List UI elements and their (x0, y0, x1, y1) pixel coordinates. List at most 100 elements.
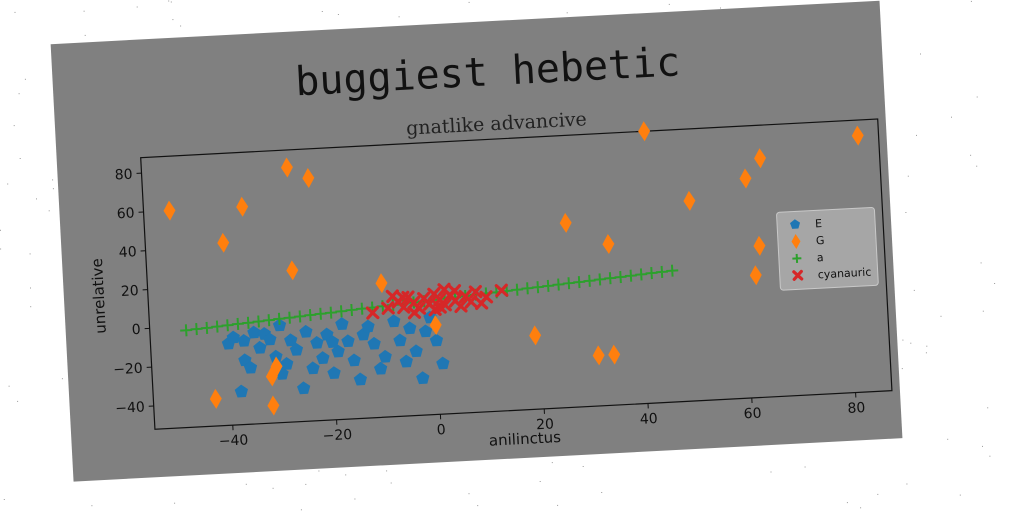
data-point-e (280, 356, 294, 370)
data-point-g (638, 121, 651, 142)
data-point-e (353, 372, 367, 386)
data-point-g (683, 190, 696, 211)
data-point-e (361, 319, 375, 333)
data-point-g (429, 315, 442, 336)
noise-dot (48, 210, 50, 212)
data-point-a (190, 322, 203, 336)
data-point-g (163, 200, 176, 221)
data-point-e (409, 344, 423, 358)
data-point-e (418, 324, 433, 338)
data-point-a (583, 274, 596, 287)
noise-dot (174, 502, 176, 504)
data-point-cyanauric (437, 282, 452, 297)
data-point-a (604, 272, 617, 285)
data-point-e (253, 340, 267, 354)
noise-dot (30, 287, 31, 289)
legend-marker-a (792, 253, 802, 263)
noise-dot (913, 289, 915, 291)
data-point-e (310, 335, 324, 349)
noise-dot (354, 498, 356, 500)
data-point-cyanauric (453, 299, 468, 314)
data-point-g (280, 157, 293, 178)
noise-dot (925, 352, 927, 354)
data-point-g (851, 125, 864, 146)
data-point-g (267, 395, 280, 416)
noise-dot (804, 466, 806, 468)
data-point-g (286, 260, 299, 281)
noise-dot (987, 407, 989, 409)
data-point-a (635, 268, 648, 281)
data-point-cyanauric (407, 305, 422, 320)
noise-dot (13, 125, 15, 127)
noise-dot (8, 385, 10, 387)
data-point-e (367, 336, 381, 350)
noise-dot (0, 248, 2, 250)
data-point-a (283, 311, 296, 324)
data-point-e (247, 325, 261, 339)
data-point-a (614, 270, 627, 284)
x-tick-label: −20 (322, 427, 352, 445)
data-point-a (655, 265, 668, 278)
data-point-e (378, 349, 392, 363)
data-point-e (387, 314, 401, 328)
x-axis-ticks: −40 −20 0 20 40 60 80 (218, 392, 866, 450)
data-point-e (272, 318, 287, 332)
noise-dot (24, 78, 26, 80)
data-point-a (304, 309, 317, 322)
data-point-e (237, 333, 251, 347)
noise-dot (84, 34, 86, 36)
noise-dot (52, 179, 54, 181)
data-point-a (624, 269, 637, 282)
data-point-e (347, 353, 361, 367)
legend-label: a (817, 251, 824, 264)
noise-dot (982, 310, 984, 312)
noise-dot (245, 483, 247, 485)
noise-dot (18, 93, 20, 95)
noise-dot (180, 25, 182, 27)
noise-dot (668, 3, 670, 5)
noise-dot (17, 400, 19, 402)
x-axis-label: anilinctus (488, 428, 561, 450)
noise-dot (398, 16, 400, 18)
noise-dot (877, 493, 879, 495)
data-point-a (293, 310, 306, 323)
noise-dot (860, 507, 862, 509)
data-point-g (608, 344, 621, 365)
noise-dot (951, 116, 952, 118)
noise-dot (300, 509, 302, 511)
noise-dot (136, 6, 138, 8)
noise-dot (318, 470, 320, 472)
noise-dot (905, 212, 907, 213)
data-point-a (324, 306, 338, 319)
data-point-cyanauric (433, 300, 447, 315)
noise-dot (901, 368, 903, 370)
noise-dot (477, 505, 479, 507)
noise-dot (959, 494, 961, 496)
noise-dot (902, 339, 904, 341)
data-point-e (327, 366, 341, 380)
data-point-e (429, 333, 444, 347)
data-point-e (325, 335, 340, 348)
noise-dot (940, 315, 942, 317)
chart-background (50, 0, 903, 482)
noise-dot (557, 504, 559, 506)
data-point-g (592, 345, 605, 366)
noise-dot (0, 229, 1, 231)
data-point-a (262, 314, 275, 327)
noise-dot (926, 345, 928, 347)
noise-dot (61, 378, 63, 380)
data-point-a (252, 315, 265, 328)
y-tick-label: 20 (120, 283, 139, 300)
noise-dot (337, 14, 339, 15)
data-point-g (265, 366, 278, 387)
data-point-a (231, 317, 244, 330)
noise-dot (52, 188, 54, 190)
data-point-a (335, 305, 348, 318)
data-point-e (436, 356, 450, 370)
data-point-e (269, 349, 283, 363)
data-point-a (221, 319, 234, 332)
data-point-g (602, 234, 615, 255)
x-tick-label: 60 (743, 406, 762, 423)
noise-dot (168, 0, 170, 2)
